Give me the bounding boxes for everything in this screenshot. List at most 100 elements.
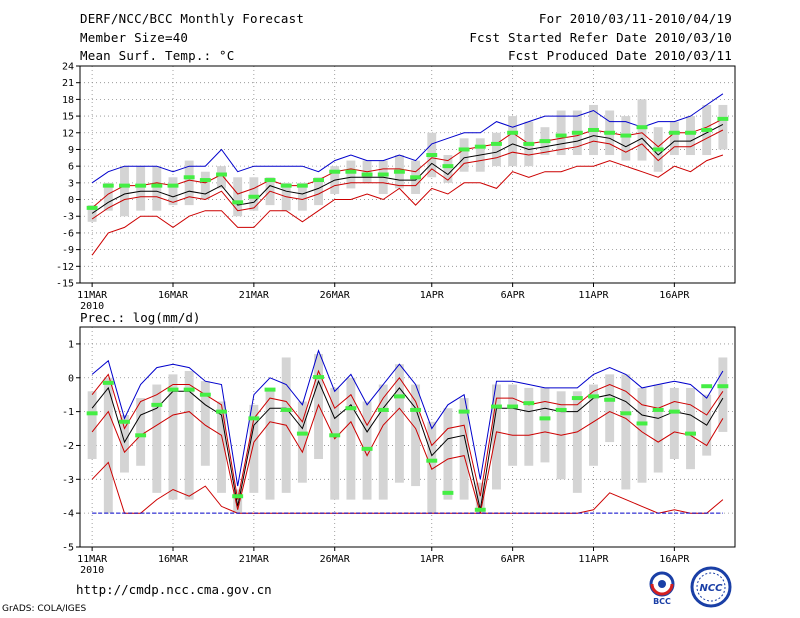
ensemble-box: [637, 99, 647, 161]
median-mark: [539, 416, 551, 421]
median-mark: [491, 404, 502, 409]
y-tick-label: -3: [62, 212, 74, 223]
median-mark: [135, 433, 147, 438]
precipitation-panel: -5 -4 -3 -2 -1 0 1 11MAR 16MAR 21MAR 26MAR 1APR 6APR…: [62, 326, 736, 576]
median-mark: [701, 127, 713, 132]
y-tick-label: 15: [62, 112, 74, 123]
x-tick-label: 1APR: [420, 554, 445, 565]
median-mark: [119, 419, 130, 424]
ensemble-box: [718, 357, 728, 432]
median-mark: [668, 130, 680, 135]
ensemble-box: [330, 387, 340, 500]
median-mark: [507, 130, 519, 135]
y-tick-label: -1: [62, 407, 74, 418]
y-tick-label: -9: [62, 245, 74, 256]
median-mark: [620, 411, 632, 416]
median-mark: [491, 141, 502, 146]
median-mark: [717, 116, 729, 121]
median-mark: [620, 133, 632, 138]
median-mark: [102, 183, 114, 188]
ensemble-box: [87, 205, 97, 222]
median-mark: [119, 183, 130, 188]
x-year-label: 2010: [80, 565, 104, 576]
x-tick-label: 26MAR: [320, 554, 351, 565]
median-mark: [199, 178, 211, 183]
ensemble-box: [249, 177, 259, 211]
x-tick-label: 21MAR: [239, 554, 270, 565]
ensemble-box: [314, 354, 323, 459]
ensemble-box: [87, 391, 97, 459]
ensemble-box: [314, 177, 323, 206]
ensemble-box: [524, 387, 534, 466]
x-tick-label: 11MAR: [77, 290, 108, 301]
x-year-label: 2010: [80, 301, 104, 312]
y-tick-label: -15: [56, 279, 74, 290]
ensemble-box: [540, 387, 550, 463]
ensemble-box: [378, 384, 388, 500]
median-mark: [685, 130, 696, 135]
median-mark: [717, 384, 729, 389]
x-tick-label: 16APR: [659, 290, 690, 301]
median-mark: [604, 130, 616, 135]
ensemble-box: [217, 166, 226, 189]
median-mark: [135, 183, 147, 188]
median-mark: [507, 404, 519, 409]
x-tick-label: 11APR: [578, 554, 609, 565]
median-mark: [523, 401, 535, 406]
median-mark: [555, 133, 567, 138]
ensemble-box: [669, 121, 679, 156]
grads-credit: GrADS: COLA/IGES: [2, 604, 87, 614]
minimum-line: [91, 154, 724, 256]
ensemble-box: [217, 401, 226, 493]
ensemble-box: [233, 177, 243, 217]
y-tick-label: 1: [68, 339, 74, 350]
ensemble-box: [120, 166, 129, 217]
median-mark: [701, 384, 713, 389]
y-tick-label: -4: [62, 509, 74, 520]
median-mark: [458, 147, 470, 152]
median-mark: [685, 431, 696, 436]
ensemble-box: [200, 381, 210, 466]
plot-frame: [79, 65, 736, 284]
ensemble-box: [556, 110, 566, 156]
forecast-start-date: Fcst Started Refer Date 2010/03/10: [469, 30, 732, 45]
median-mark: [167, 183, 179, 188]
ensemble-box: [621, 116, 631, 161]
forecast-period: For 2010/03/11-2010/04/19: [538, 11, 732, 26]
lower-line: [91, 129, 724, 220]
median-mark: [539, 139, 551, 144]
ensemble-box: [508, 116, 518, 167]
ensemble-box: [297, 401, 307, 483]
mean-line: [91, 379, 724, 510]
ensemble-box: [136, 398, 146, 466]
median-mark: [167, 387, 179, 392]
x-tick-label: 1APR: [420, 290, 445, 301]
ensemble-box: [103, 377, 113, 514]
median-mark: [264, 387, 276, 392]
median-mark: [588, 394, 599, 399]
median-mark: [474, 144, 486, 149]
ensemble-box: [136, 166, 146, 211]
y-tick-label: 21: [62, 78, 74, 89]
y-tick-label: 0: [68, 195, 74, 206]
y-tick-label: -3: [62, 475, 74, 486]
y-tick-label: 3: [68, 178, 74, 189]
median-mark: [604, 397, 616, 402]
ncc-logo-text: NCC: [699, 583, 723, 594]
median-mark: [571, 130, 583, 135]
source-url[interactable]: http://cmdp.ncc.cma.gov.cn: [76, 582, 272, 597]
median-mark: [410, 175, 422, 180]
median-mark: [458, 409, 470, 414]
precipitation-panel-label: Prec.: log(mm/d): [80, 310, 200, 325]
ensemble-box: [394, 364, 404, 483]
ensemble-box: [184, 160, 194, 206]
median-mark: [183, 175, 195, 180]
median-mark: [280, 407, 292, 412]
median-mark: [345, 169, 357, 174]
ensemble-box: [103, 182, 113, 211]
median-mark: [393, 394, 405, 399]
ensemble-box: [152, 384, 162, 493]
ensemble-box: [621, 374, 631, 490]
median-mark: [151, 402, 163, 407]
upper-line: [91, 118, 724, 209]
